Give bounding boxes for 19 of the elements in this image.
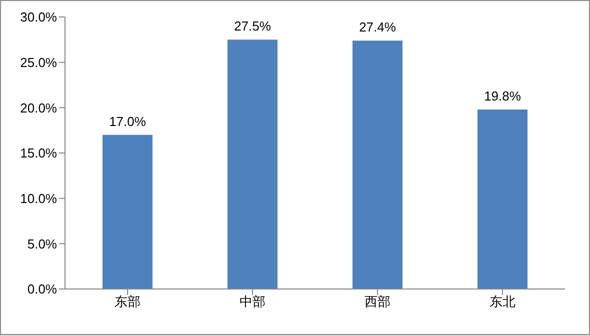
data-label: 19.8%: [484, 88, 522, 104]
data-label: 27.4%: [359, 20, 396, 35]
y-tick-label: 15.0%: [20, 146, 58, 161]
data-label: 17.0%: [109, 114, 146, 129]
x-tick-label: 东北: [490, 294, 516, 310]
y-tick-label: 20.0%: [20, 100, 58, 116]
bar: [352, 40, 402, 289]
x-tick-label: 西部: [364, 294, 390, 310]
data-label: 27.5%: [234, 18, 272, 34]
y-tick-label: 30.0%: [20, 10, 58, 25]
bar: [228, 40, 278, 289]
bar: [102, 134, 152, 289]
y-tick-label: 25.0%: [20, 54, 58, 70]
y-tick-label: 5.0%: [27, 236, 58, 252]
bar: [478, 109, 528, 289]
y-tick-label: 10.0%: [20, 190, 58, 206]
x-tick-label: 中部: [240, 294, 266, 310]
x-tick-label: 东部: [114, 294, 140, 310]
y-tick-label: 0.0%: [27, 282, 58, 297]
